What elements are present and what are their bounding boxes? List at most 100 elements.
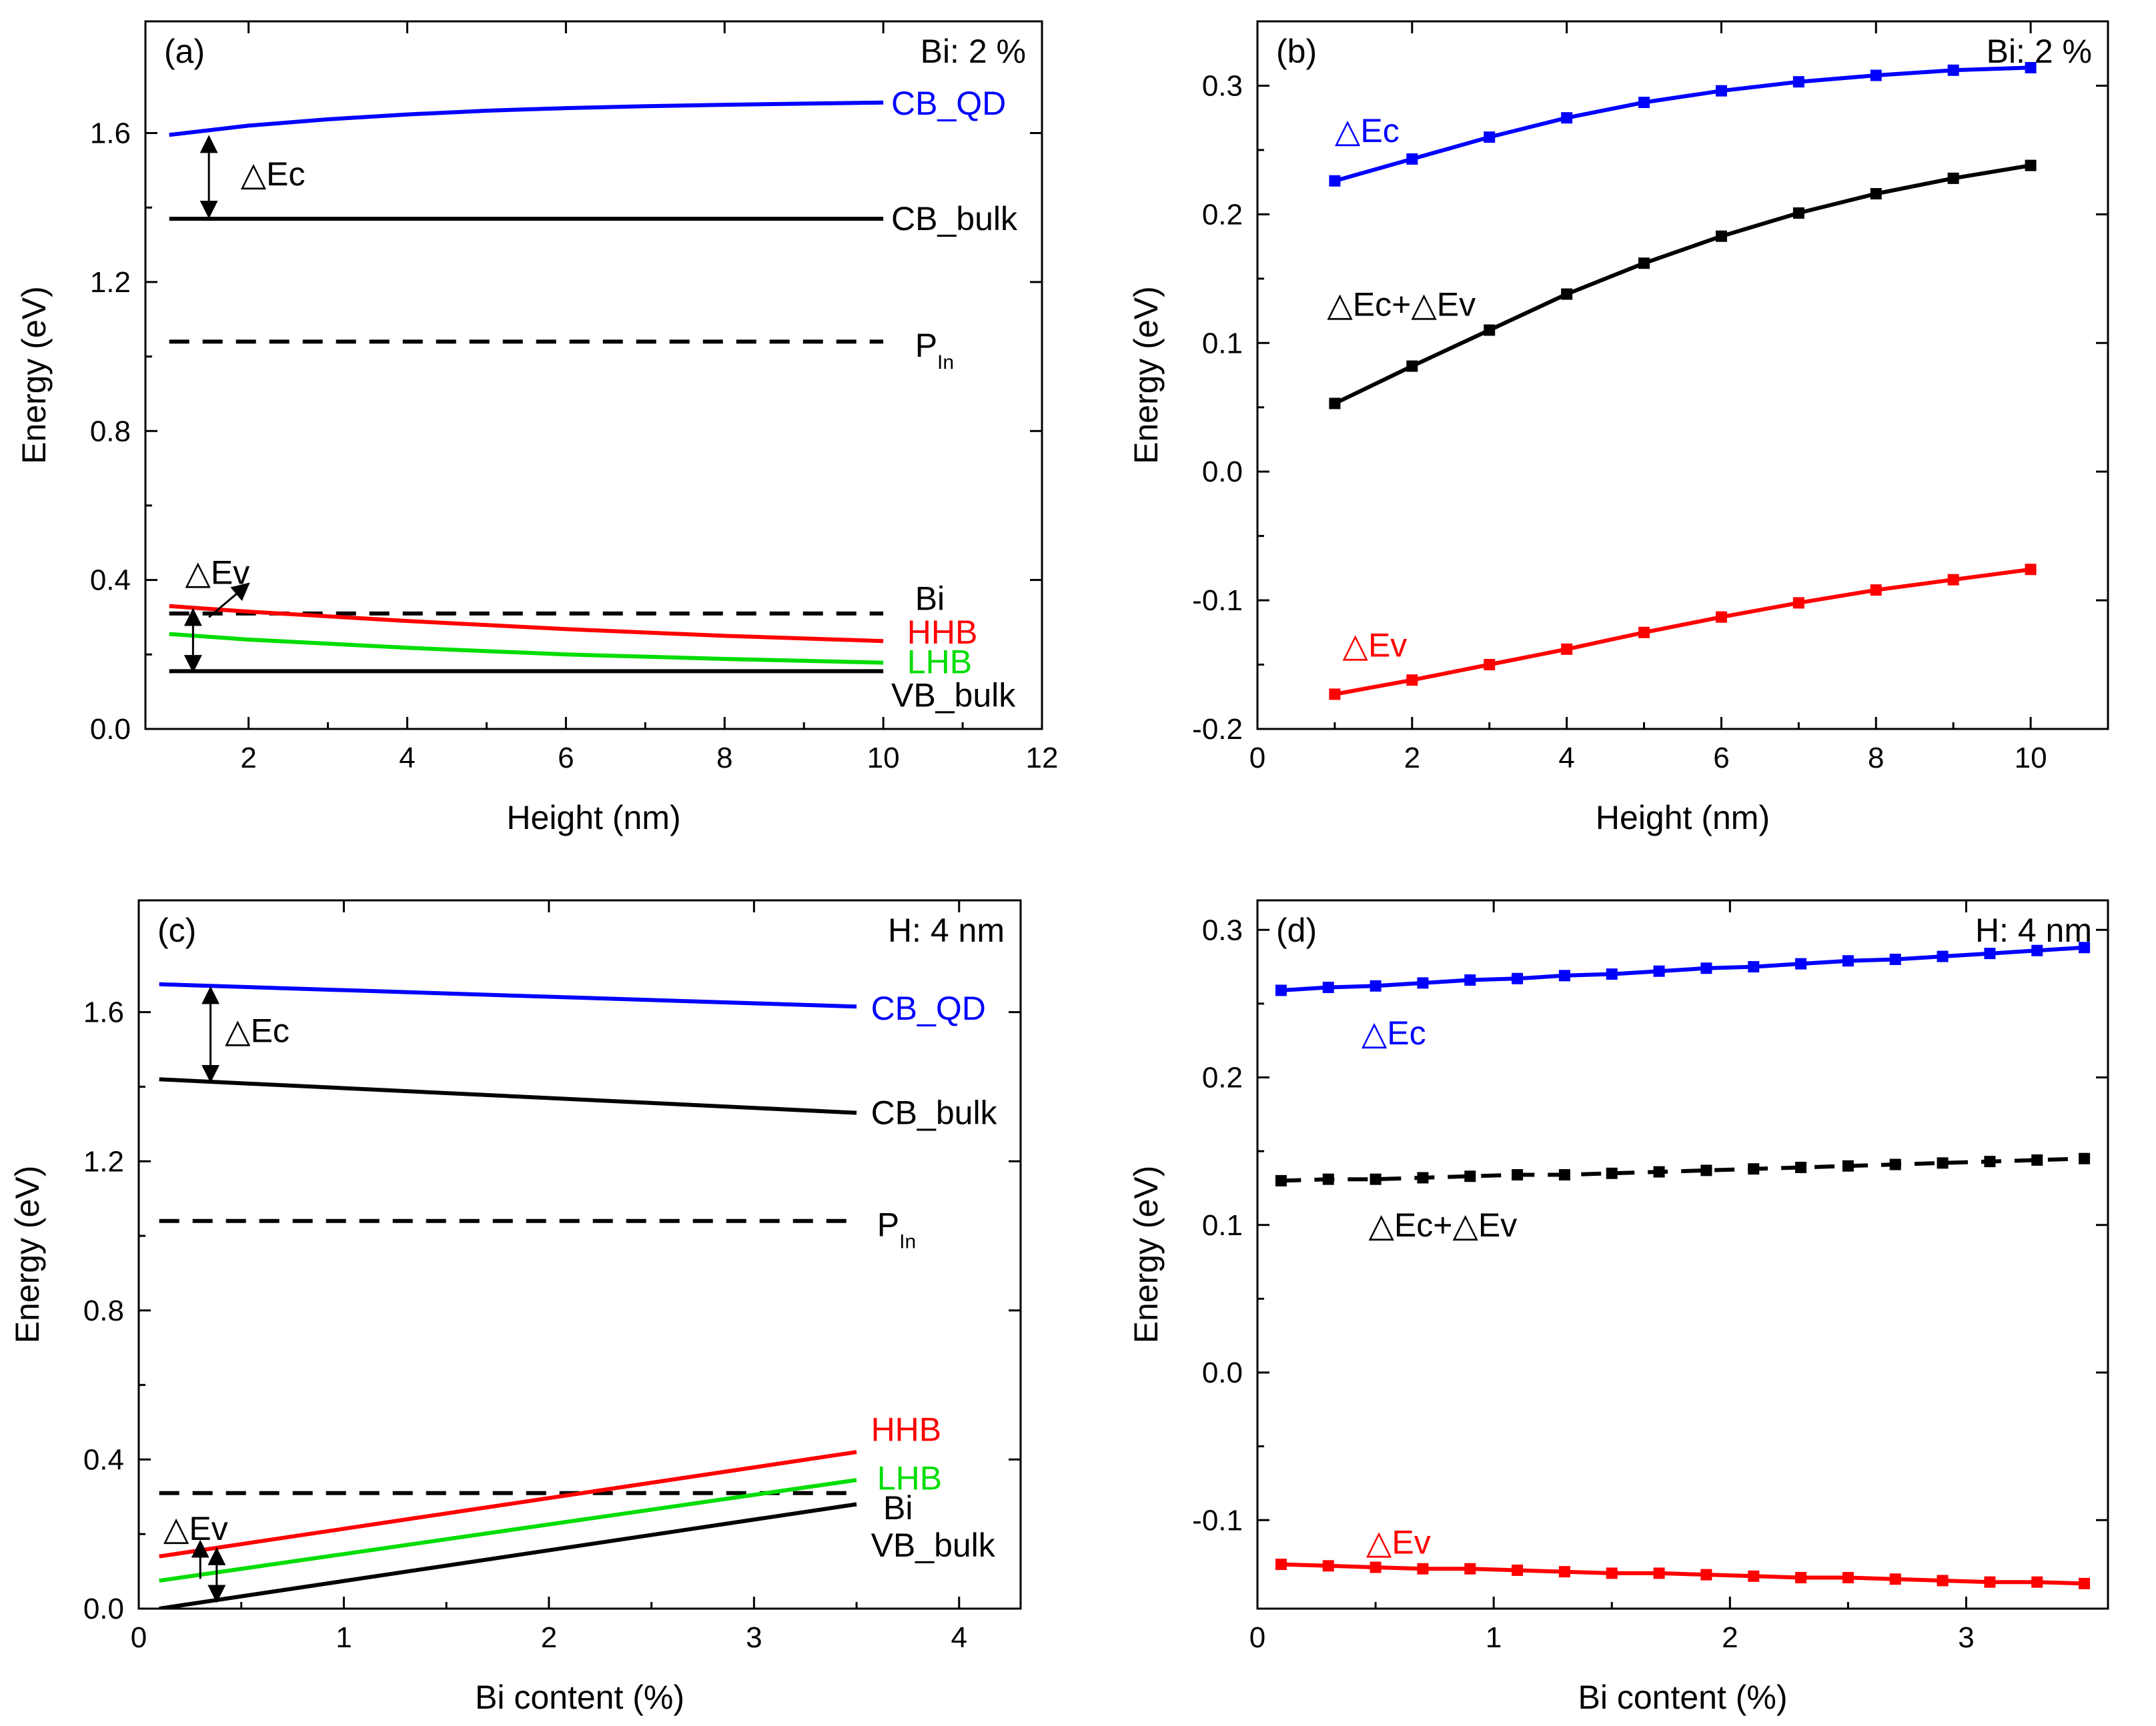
panel-b-series-delta-ec-point xyxy=(1484,131,1496,143)
panel-d-series-delta-ec-point xyxy=(2031,944,2043,956)
panel-a-label-cb-qd: CB_QD xyxy=(891,85,1006,122)
panel-a-panel-tag: (a) xyxy=(164,33,205,70)
panel-b-series-delta-ev-point xyxy=(1329,688,1341,700)
panel-c-xtick-label: 4 xyxy=(951,1621,967,1654)
panel-c-label-cb-bulk: CB_bulk xyxy=(871,1094,998,1132)
panel-d-series-delta-ec-point xyxy=(1558,970,1570,982)
panel-a-xtick-label: 2 xyxy=(240,742,256,774)
panel-b-series-delta-ev-point xyxy=(1561,643,1573,655)
panel-a-annotation-arrow xyxy=(208,582,250,618)
panel-d-ytick-label: 0.3 xyxy=(1202,914,1243,946)
panel-d-xtick-label: 1 xyxy=(1486,1621,1502,1654)
panel-d-xtick-label: 0 xyxy=(1249,1621,1265,1654)
panel-d-series-delta-ec-plus-delta-ev-point xyxy=(1464,1170,1476,1182)
panel-b: 0 2 4 6 8 10 -0.2 -0.1 0.0 0.1 0.2 0.3 Height (nm) En… xyxy=(1127,20,2109,836)
panel-b-series-delta-ec-plus-delta-ev-point xyxy=(1638,257,1650,269)
panel-d-series-delta-ec-point xyxy=(1370,980,1382,992)
panel-a-ytick-label: 1.6 xyxy=(90,117,131,150)
panel-d-series-delta-ec-point xyxy=(1795,958,1807,970)
panel-d-series-delta-ec-plus-delta-ev-point xyxy=(1370,1173,1382,1185)
panel-d-series-delta-ec-plus-delta-ev-point xyxy=(1322,1173,1334,1185)
panel-b-ytick-label: 0.1 xyxy=(1202,327,1243,359)
panel-d-ytick-label: 0.1 xyxy=(1202,1209,1243,1242)
panel-d-series-delta-ec-point xyxy=(1417,977,1429,989)
panel-a-xtick-label: 6 xyxy=(558,742,574,774)
panel-d-series-delta-ec-point xyxy=(1700,962,1712,974)
panel-d-series-delta-ev-point xyxy=(1417,1563,1429,1575)
panel-d-xtick-label: 2 xyxy=(1722,1621,1738,1654)
panel-d-series-delta-ec-plus-delta-ev-point xyxy=(1512,1169,1524,1181)
panel-d-series-delta-ec-plus-delta-ev-line xyxy=(1281,1156,2085,1183)
panel-d-series-delta-ev-point xyxy=(1275,1559,1287,1571)
panel-a-series-hhb-line xyxy=(169,604,884,644)
panel-d-series-delta-ev-line xyxy=(1281,1562,2085,1586)
panel-c-xtick-label: 2 xyxy=(541,1621,557,1654)
panel-b-panel-tag: (b) xyxy=(1276,33,1317,70)
panel-b-series-delta-ec-point xyxy=(1792,76,1804,88)
panel-b-series-delta-ev-point xyxy=(1870,584,1882,596)
panel-d-series-delta-ec-point xyxy=(1984,948,1996,960)
panel-d-series-delta-ev-point xyxy=(2031,1576,2043,1588)
panel-c-label-hhb: HHB xyxy=(871,1411,942,1449)
panel-c-series-cb-bulk-line xyxy=(159,1077,857,1115)
panel-b-ytick-label: 0.0 xyxy=(1202,456,1243,488)
panel-a-ytick-label: 0.0 xyxy=(90,713,131,746)
panel-b-xtick-label: 6 xyxy=(1713,742,1729,774)
panel-d-series-delta-ec-plus-delta-ev-point xyxy=(1700,1164,1712,1176)
panel-b-series-delta-ec-point xyxy=(2025,61,2037,73)
panel-d-series-delta-ec-point xyxy=(1606,968,1618,980)
panel-b-series-delta-ec-plus-delta-ev-line xyxy=(1333,163,2031,405)
panel-d-series-delta-ev-point xyxy=(1795,1572,1807,1584)
panel-d-series-delta-ec-point xyxy=(1653,965,1665,977)
panel-a-label-delta-ec: △Ec xyxy=(241,155,306,193)
panel-d-series-delta-ec-plus-delta-ev-point xyxy=(2079,1152,2091,1164)
panel-d-series-delta-ec-plus-delta-ev-point xyxy=(1653,1166,1665,1178)
panel-c-ytick-label: 0.8 xyxy=(83,1294,124,1327)
panel-d-series-delta-ec-plus-delta-ev-point xyxy=(1417,1172,1429,1184)
panel-b-series-delta-ec-plus-delta-ev-point xyxy=(1561,288,1573,300)
panel-c-label-bi: Bi xyxy=(883,1489,913,1527)
panel-d-y-axis-label: Energy (eV) xyxy=(1127,1166,1165,1344)
panel-b-ytick-label: -0.2 xyxy=(1192,713,1243,746)
panel-c-ytick-label: 1.6 xyxy=(83,996,124,1029)
panel-b-ytick-label: 0.3 xyxy=(1202,69,1243,102)
panel-d-series-delta-ec-line xyxy=(1281,945,2085,992)
panel-b-series-delta-ev-point xyxy=(1638,626,1650,638)
panel-d-series-delta-ec-point xyxy=(1842,955,1854,967)
panel-d-series-delta-ec-point xyxy=(1748,961,1760,973)
panel-d-xtick-label: 3 xyxy=(1958,1621,1974,1654)
panel-d-series-delta-ev-point xyxy=(1606,1567,1618,1579)
panel-b-series-delta-ec-plus-delta-ev-point xyxy=(1947,172,1959,184)
panel-d-x-axis-label: Bi content (%) xyxy=(1578,1679,1787,1716)
panel-b-series-delta-ev-point xyxy=(1484,659,1496,671)
panel-d: 0 1 2 3 -0.1 0.0 0.1 0.2 0.3 Bi content (%) Energy… xyxy=(1127,899,2109,1716)
panel-d-corner-note: H: 4 nm xyxy=(1975,912,2092,949)
panel-c-series-hhb-line xyxy=(159,1450,857,1559)
panel-d-series-delta-ec-point xyxy=(1322,982,1334,994)
panel-c-panel-tag: (c) xyxy=(157,912,196,949)
panel-b-label-delta-ev: △Ev xyxy=(1343,627,1408,664)
panel-a-label-subscript: In xyxy=(937,351,954,373)
panel-c-label-delta-ec: △Ec xyxy=(225,1012,290,1050)
panel-c-series-cb-qd-line xyxy=(159,982,857,1009)
panel-d-series-delta-ev-point xyxy=(1700,1569,1712,1581)
panel-b-series-delta-ec-point xyxy=(1715,85,1727,97)
panel-d-series-delta-ec-plus-delta-ev-point xyxy=(1984,1156,1996,1168)
panel-d-series-delta-ec-plus-delta-ev-point xyxy=(1748,1163,1760,1175)
panel-c-xtick-label: 3 xyxy=(746,1621,762,1654)
panel-c-ytick-label: 0.4 xyxy=(83,1443,124,1476)
panel-b-series-delta-ec-point xyxy=(1406,153,1418,165)
panel-d-series-delta-ec-plus-delta-ev-point xyxy=(1889,1158,1901,1170)
panel-d-series-delta-ec-point xyxy=(2079,942,2091,954)
panel-a-frame xyxy=(144,20,1043,730)
panel-d-panel-tag: (d) xyxy=(1276,912,1317,949)
panel-d-ytick-label: 0.0 xyxy=(1202,1357,1243,1389)
panel-c-ytick-label: 1.2 xyxy=(83,1145,124,1178)
panel-a-label-pin: PIn xyxy=(915,327,954,373)
panel-d-series-delta-ec-plus-delta-ev-point xyxy=(1275,1174,1287,1186)
panel-a: 2 4 6 8 10 12 0.0 0.4 0.8 1.2 1.6 Height (nm) Energy… xyxy=(15,20,1058,836)
panel-b-corner-note: Bi: 2 % xyxy=(1987,33,2092,70)
panel-c-xtick-label: 1 xyxy=(336,1621,352,1654)
panel-b-y-axis-label: Energy (eV) xyxy=(1127,286,1165,464)
